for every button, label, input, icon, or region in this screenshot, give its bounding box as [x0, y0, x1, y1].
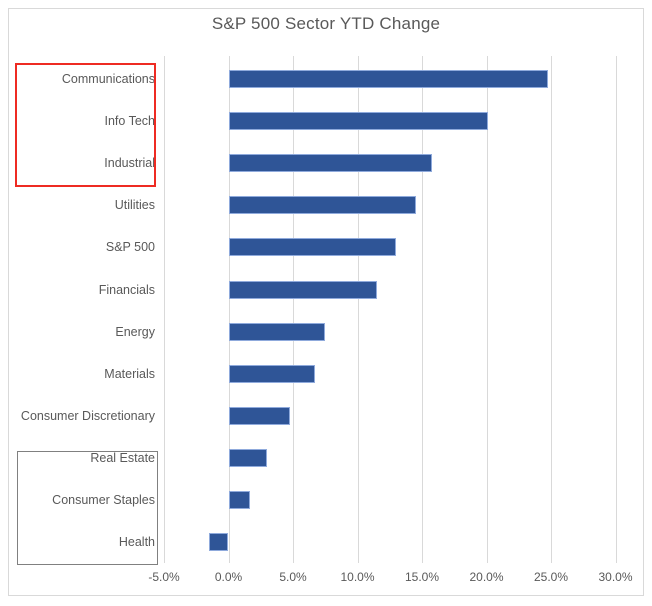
- gridline: [228, 56, 230, 563]
- bar-communications: [228, 70, 549, 88]
- bar-consumer-staples: [228, 491, 251, 509]
- gridline: [551, 56, 552, 563]
- bar-real-estate: [228, 448, 268, 467]
- gridline: [164, 56, 165, 563]
- chart-title: S&P 500 Sector YTD Change: [211, 14, 441, 33]
- bar-industrial: [228, 154, 433, 173]
- category-label: Utilities: [114, 198, 155, 213]
- bar-financials: [228, 280, 377, 299]
- bar-info-tech: [228, 112, 488, 131]
- category-label: Health: [118, 535, 155, 550]
- category-label: Real Estate: [90, 450, 155, 465]
- x-axis: -5.0% 0.0% 5.0% 10.0% 15.0% 20.0% 25.0% 30.0%: [148, 570, 634, 588]
- bar-health: [209, 533, 229, 552]
- category-label: Industrial: [104, 156, 155, 171]
- x-tick-label: 30.0%: [598, 570, 633, 584]
- bar-materials: [228, 364, 315, 383]
- category-label: Energy: [115, 324, 155, 339]
- x-tick-label: -5.0%: [148, 570, 180, 584]
- category-axis: Communications Info Tech Industrial Utiliti…: [0, 56, 155, 563]
- x-tick-label: 5.0%: [279, 570, 307, 584]
- bar-s-p-500: [228, 238, 397, 257]
- plot-area: [164, 56, 622, 563]
- x-tick-label: 0.0%: [214, 570, 243, 584]
- x-tick-label: 25.0%: [533, 570, 569, 584]
- bar-consumer-discretionary: [228, 406, 291, 425]
- x-tick-label: 15.0%: [404, 570, 440, 584]
- gridline: [615, 56, 617, 563]
- category-label: S&P 500: [105, 240, 155, 255]
- bar-utilities: [228, 196, 416, 215]
- gridline: [293, 56, 294, 563]
- category-label: Financials: [98, 282, 155, 297]
- chart-frame: [8, 8, 644, 596]
- category-label: Info Tech: [104, 114, 155, 129]
- gray-highlight-box: [17, 450, 158, 566]
- bar-energy: [228, 322, 326, 341]
- gridline: [357, 56, 359, 563]
- x-tick-label: 10.0%: [340, 570, 375, 584]
- x-tick-label: 20.0%: [469, 570, 504, 584]
- gridline: [422, 56, 423, 563]
- category-label: Communications: [61, 72, 155, 86]
- category-label: Consumer Staples: [52, 493, 155, 507]
- red-highlight-box: [15, 63, 156, 188]
- category-label: Materials: [104, 366, 155, 381]
- gridline: [486, 56, 488, 563]
- category-label: Consumer Discretionary: [20, 408, 155, 423]
